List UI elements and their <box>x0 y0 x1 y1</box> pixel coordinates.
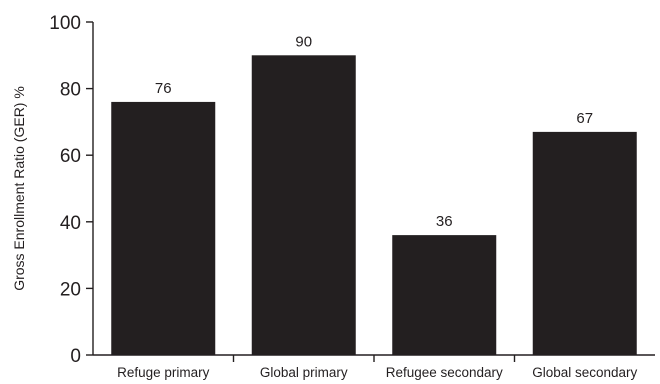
data-label: 90 <box>295 33 312 50</box>
y-tick-label: 40 <box>60 213 81 234</box>
data-label: 67 <box>576 110 593 127</box>
category-labels: Refuge primary Global primary Refugee seco… <box>117 365 637 380</box>
data-labels: 76 90 36 67 <box>155 33 593 230</box>
data-label: 36 <box>436 213 453 230</box>
bar <box>532 131 637 355</box>
y-tick-label: 0 <box>70 346 81 367</box>
y-tick-label: 100 <box>49 13 81 34</box>
y-tick-label: 20 <box>60 279 81 300</box>
x-axis-ticks <box>232 355 516 362</box>
category-label: Refugee secondary <box>386 365 503 380</box>
bar <box>251 55 356 356</box>
y-tick-label: 80 <box>60 80 81 101</box>
bars <box>111 55 637 356</box>
category-label: Global secondary <box>532 365 637 380</box>
y-axis-title: Gross Enrollment Ratio (GER) % <box>11 86 27 291</box>
category-label: Refuge primary <box>117 365 210 380</box>
data-label: 76 <box>155 80 172 97</box>
y-tick-label: 60 <box>60 146 81 167</box>
category-label: Global primary <box>260 365 348 380</box>
bar <box>111 101 216 355</box>
bar <box>392 235 497 355</box>
y-axis-ticks: 0 20 40 60 80 100 <box>49 13 93 367</box>
